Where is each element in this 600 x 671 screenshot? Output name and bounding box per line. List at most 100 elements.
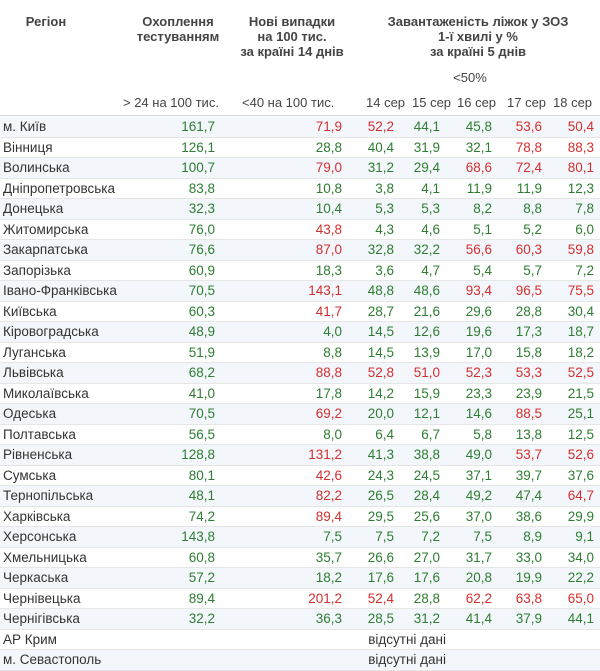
bed-occupancy-value: 7,5 — [348, 526, 400, 548]
bed-occupancy-value: 28,7 — [348, 301, 400, 322]
bed-occupancy-value: 17,0 — [446, 342, 498, 363]
bed-occupancy-value: 44,1 — [400, 117, 446, 138]
table-row: Миколаївська 41,0 17,8 14,2 15,9 23,3 23,9 21,5 — [0, 383, 600, 404]
new-cases-value: 18,3 — [221, 260, 348, 281]
table-row: Вінниця 126,1 28,8 40,4 31,9 32,1 78,8 88,3 — [0, 137, 600, 158]
region-name: Тернопільська — [0, 485, 128, 507]
bed-occupancy-value: 12,1 — [400, 403, 446, 425]
bed-occupancy-value: 30,4 — [548, 301, 600, 322]
bed-occupancy-value: 56,6 — [446, 239, 498, 261]
bed-occupancy-value: 40,4 — [348, 137, 400, 158]
bed-occupancy-value: 21,5 — [548, 383, 600, 404]
region-name: Сумська — [0, 465, 128, 486]
bed-occupancy-value: 28,4 — [400, 485, 446, 507]
new-cases-value: 28,8 — [221, 137, 348, 158]
bed-occupancy-value: 22,2 — [548, 567, 600, 589]
bed-occupancy-value: 15,8 — [498, 342, 548, 363]
bed-occupancy-value: 45,8 — [446, 117, 498, 138]
new-cases-value: 41,7 — [221, 301, 348, 322]
region-name: Миколаївська — [0, 383, 128, 404]
bed-occupancy-value: 7,2 — [548, 260, 600, 281]
no-data-note: відсутні дані — [128, 649, 446, 671]
bed-occupancy-value: 17,6 — [400, 567, 446, 589]
bed-occupancy-value: 88,3 — [548, 137, 600, 158]
bed-occupancy-value: 60,3 — [498, 239, 548, 261]
header-date-5: 18 сер — [553, 95, 593, 110]
bed-occupancy-value: 52,3 — [446, 362, 498, 384]
new-cases-value: 43,8 — [221, 219, 348, 240]
table-row: Запорізька 60,9 18,3 3,6 4,7 5,4 5,7 7,2 — [0, 260, 600, 281]
empty-cell — [446, 629, 600, 650]
table-row: Луганська 51,9 8,8 14,5 13,9 17,0 15,8 18,2 — [0, 342, 600, 363]
region-name: Запорізька — [0, 260, 128, 281]
bed-occupancy-value: 29,4 — [400, 157, 446, 179]
bed-occupancy-value: 7,5 — [446, 526, 498, 548]
new-cases-value: 88,8 — [221, 362, 348, 384]
new-cases-value: 201,2 — [221, 588, 348, 609]
bed-occupancy-value: 4,7 — [400, 260, 446, 281]
region-name: Чернівецька — [0, 588, 128, 609]
bed-occupancy-value: 52,4 — [348, 588, 400, 609]
bed-occupancy-value: 14,2 — [348, 383, 400, 404]
new-cases-value: 7,5 — [221, 526, 348, 548]
bed-occupancy-value: 52,2 — [348, 117, 400, 138]
bed-occupancy-value: 29,9 — [548, 506, 600, 527]
table-body: м. Київ 161,7 71,9 52,2 44,1 45,8 53,6 50,4 Вінн… — [0, 117, 600, 671]
bed-occupancy-value: 23,3 — [446, 383, 498, 404]
region-name: Львівська — [0, 362, 128, 384]
bed-occupancy-value: 18,7 — [548, 321, 600, 343]
bed-occupancy-value: 80,1 — [548, 157, 600, 179]
testing-value: 41,0 — [128, 383, 221, 404]
new-cases-value: 10,4 — [221, 198, 348, 220]
bed-occupancy-value: 4,1 — [400, 178, 446, 199]
bed-occupancy-value: 25,1 — [548, 403, 600, 425]
bed-occupancy-value: 39,7 — [498, 465, 548, 486]
region-name: Рівненська — [0, 444, 128, 466]
bed-occupancy-value: 21,6 — [400, 301, 446, 322]
bed-occupancy-value: 28,8 — [498, 301, 548, 322]
region-name: Закарпатська — [0, 239, 128, 261]
bed-occupancy-value: 14,5 — [348, 321, 400, 343]
testing-value: 60,8 — [128, 547, 221, 568]
new-cases-value: 79,0 — [221, 157, 348, 179]
bed-occupancy-value: 11,9 — [446, 178, 498, 199]
bed-occupancy-value: 8,8 — [498, 198, 548, 220]
bed-occupancy-value: 4,6 — [400, 219, 446, 240]
header-date-3: 16 сер — [457, 95, 497, 110]
table-row: Донецька 32,3 10,4 5,3 5,3 8,2 8,8 7,8 — [0, 198, 600, 220]
bed-occupancy-value: 38,6 — [498, 506, 548, 527]
testing-value: 80,1 — [128, 465, 221, 486]
bed-occupancy-value: 31,2 — [400, 608, 446, 630]
region-name: Волинська — [0, 157, 128, 179]
header-new-cases-threshold: <40 на 100 тис. — [242, 95, 335, 110]
table-row: Чернівецька 89,4 201,2 52,4 28,8 62,2 63,8 65,0 — [0, 588, 600, 609]
table-row-no-data: м. Севастополь відсутні дані — [0, 649, 600, 671]
bed-occupancy-value: 47,4 — [498, 485, 548, 507]
table-row: Волинська 100,7 79,0 31,2 29,4 68,6 72,4 80,1 — [0, 157, 600, 179]
testing-value: 143,8 — [128, 526, 221, 548]
bed-occupancy-value: 25,6 — [400, 506, 446, 527]
bed-occupancy-value: 49,2 — [446, 485, 498, 507]
new-cases-value: 42,6 — [221, 465, 348, 486]
region-name: Житомирська — [0, 219, 128, 240]
testing-value: 60,9 — [128, 260, 221, 281]
bed-occupancy-value: 96,5 — [498, 280, 548, 302]
testing-value: 68,2 — [128, 362, 221, 384]
bed-occupancy-value: 13,8 — [498, 424, 548, 445]
bed-occupancy-value: 52,6 — [548, 444, 600, 466]
bed-occupancy-value: 7,8 — [548, 198, 600, 220]
bed-occupancy-value: 19,6 — [446, 321, 498, 343]
bed-occupancy-value: 14,6 — [446, 403, 498, 425]
bed-occupancy-value: 78,8 — [498, 137, 548, 158]
table-row: Кіровоградська 48,9 4,0 14,5 12,6 19,6 17,3 18,… — [0, 321, 600, 343]
region-name: Луганська — [0, 342, 128, 363]
bed-occupancy-value: 7,2 — [400, 526, 446, 548]
region-name: Івано-Франківська — [0, 280, 128, 302]
bed-occupancy-value: 93,4 — [446, 280, 498, 302]
bed-occupancy-value: 5,1 — [446, 219, 498, 240]
table-row: Київська 60,3 41,7 28,7 21,6 29,6 28,8 30,4 — [0, 301, 600, 322]
bed-occupancy-value: 9,1 — [548, 526, 600, 548]
header-date-1: 14 сер — [366, 95, 406, 110]
table-row: Сумська 80,1 42,6 24,3 24,5 37,1 39,7 37,6 — [0, 465, 600, 486]
bed-occupancy-value: 24,3 — [348, 465, 400, 486]
